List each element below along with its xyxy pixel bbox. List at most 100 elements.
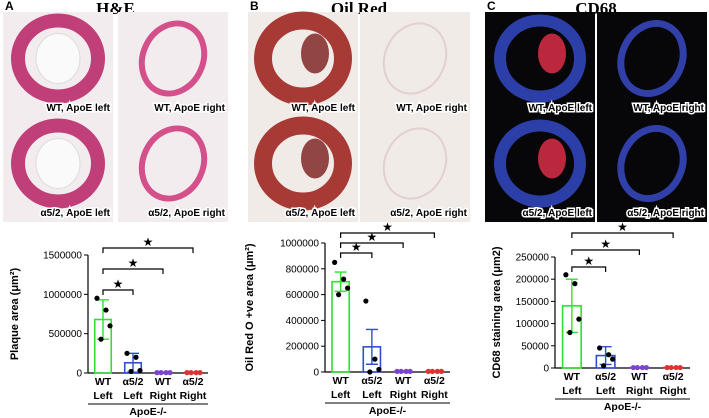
x-group-label: ApoE-/- xyxy=(369,405,407,417)
micrograph: α5/2, ApoE right xyxy=(597,117,707,222)
data-point xyxy=(677,364,683,371)
image-background xyxy=(360,117,470,222)
micrograph: WT, ApoE left xyxy=(248,11,358,117)
significance-label: ★ xyxy=(143,235,154,249)
data-point xyxy=(639,364,645,371)
vessel-wall xyxy=(382,127,448,200)
x-tick-label: Left xyxy=(596,385,616,397)
x-tick-label: Left xyxy=(93,390,113,402)
x-group-label: ApoE-/- xyxy=(604,401,642,413)
y-tick-label: 1000000 xyxy=(280,239,319,250)
vessel-wall xyxy=(617,19,687,98)
image-caption: WT, ApoE right xyxy=(154,103,225,114)
y-tick-label: 400000 xyxy=(286,316,320,327)
data-point xyxy=(158,370,164,376)
vessel-wall xyxy=(138,20,208,97)
data-point xyxy=(634,364,640,371)
significance-bracket xyxy=(571,266,607,272)
micrograph: WT, ApoE right xyxy=(118,12,228,117)
data-point xyxy=(425,368,431,374)
image-caption: WT, ApoE left xyxy=(291,103,355,114)
micrograph: WT, ApoE right xyxy=(597,12,707,117)
significance-bracket xyxy=(102,247,194,253)
data-point xyxy=(133,354,139,360)
data-point xyxy=(188,370,194,376)
data-point xyxy=(610,356,616,362)
x-tick-label: Left xyxy=(123,390,143,402)
image-caption: WT, ApoE right xyxy=(396,103,467,114)
x-tick-label: α5/2 xyxy=(122,376,143,388)
data-point xyxy=(163,370,169,376)
image-caption: α5/2, ApoE left xyxy=(523,208,593,219)
micrograph: α5/2, ApoE left xyxy=(3,117,113,222)
x-group-label: ApoE-/- xyxy=(129,406,167,418)
data-point xyxy=(601,363,607,369)
significance-label: ★ xyxy=(351,240,362,254)
vessel-wall xyxy=(11,118,105,209)
micrograph: α5/2, ApoE left xyxy=(248,116,358,222)
y-tick-label: 150000 xyxy=(516,297,550,308)
x-tick-label: WT xyxy=(332,375,349,387)
data-point xyxy=(668,364,674,371)
micrograph: WT, ApoE left xyxy=(485,12,595,117)
y-tick-label: 500000 xyxy=(49,329,83,340)
vessel-wall xyxy=(494,14,586,103)
y-tick-label: 200000 xyxy=(286,342,320,353)
data-point xyxy=(103,307,109,313)
image-caption: α5/2, ApoE right xyxy=(148,208,225,219)
data-point xyxy=(363,298,369,304)
vessel-wall xyxy=(138,125,208,202)
y-tick-label: 1500000 xyxy=(43,251,82,262)
x-tick-label: α5/2 xyxy=(663,371,684,383)
y-tick-label: 0 xyxy=(76,369,82,380)
significance-bracket xyxy=(102,289,134,295)
x-tick-label: Right xyxy=(421,389,448,401)
plaque-stain xyxy=(301,33,329,74)
significance-bracket xyxy=(340,232,435,238)
data-point xyxy=(664,364,670,371)
data-point xyxy=(372,356,378,362)
vessel-wall xyxy=(494,119,586,208)
plaque-stain xyxy=(538,138,566,179)
data-point xyxy=(167,370,173,376)
x-tick-label: α5/2 xyxy=(424,375,445,387)
y-axis-label: Oil Red O +ve area (μm²) xyxy=(244,243,256,371)
error-bar xyxy=(334,271,347,293)
significance-bracket xyxy=(571,249,640,255)
data-point xyxy=(137,368,143,374)
vessel-wall xyxy=(254,11,352,106)
x-tick-label: Left xyxy=(362,389,382,401)
y-axis-label: Plaque area (μm²) xyxy=(9,268,21,361)
significance-label: ★ xyxy=(366,230,377,244)
image-background xyxy=(118,12,228,117)
vessel-wall xyxy=(254,116,352,211)
data-point xyxy=(98,336,104,342)
data-point xyxy=(563,272,569,278)
significance-label: ★ xyxy=(600,237,611,251)
data-point xyxy=(630,364,636,371)
x-tick-label: WT xyxy=(395,375,412,387)
x-tick-label: Left xyxy=(562,385,582,397)
significance-label: ★ xyxy=(113,277,124,291)
x-tick-label: WT xyxy=(564,371,581,383)
y-axis-label: CD68 staining area (μm2) xyxy=(491,246,503,378)
y-tick-label: 250000 xyxy=(516,253,550,264)
y-tick-label: 600000 xyxy=(286,290,320,301)
data-point xyxy=(345,285,351,291)
x-tick-label: WT xyxy=(95,376,112,388)
significance-bracket xyxy=(340,252,373,258)
data-point xyxy=(403,368,409,374)
image-caption: WT, ApoE left xyxy=(528,103,592,114)
image-caption: α5/2, ApoE left xyxy=(286,208,356,219)
data-point xyxy=(197,370,203,376)
micrograph: WT, ApoE right xyxy=(360,12,470,117)
plaque-stain xyxy=(538,33,566,74)
image-caption: WT, ApoE left xyxy=(46,103,110,114)
data-point xyxy=(606,352,612,358)
x-tick-label: Right xyxy=(660,385,687,397)
x-tick-label: Right xyxy=(626,385,653,397)
x-tick-label: Right xyxy=(150,390,177,402)
image-caption: α5/2, ApoE right xyxy=(627,208,704,219)
data-point xyxy=(341,276,347,282)
